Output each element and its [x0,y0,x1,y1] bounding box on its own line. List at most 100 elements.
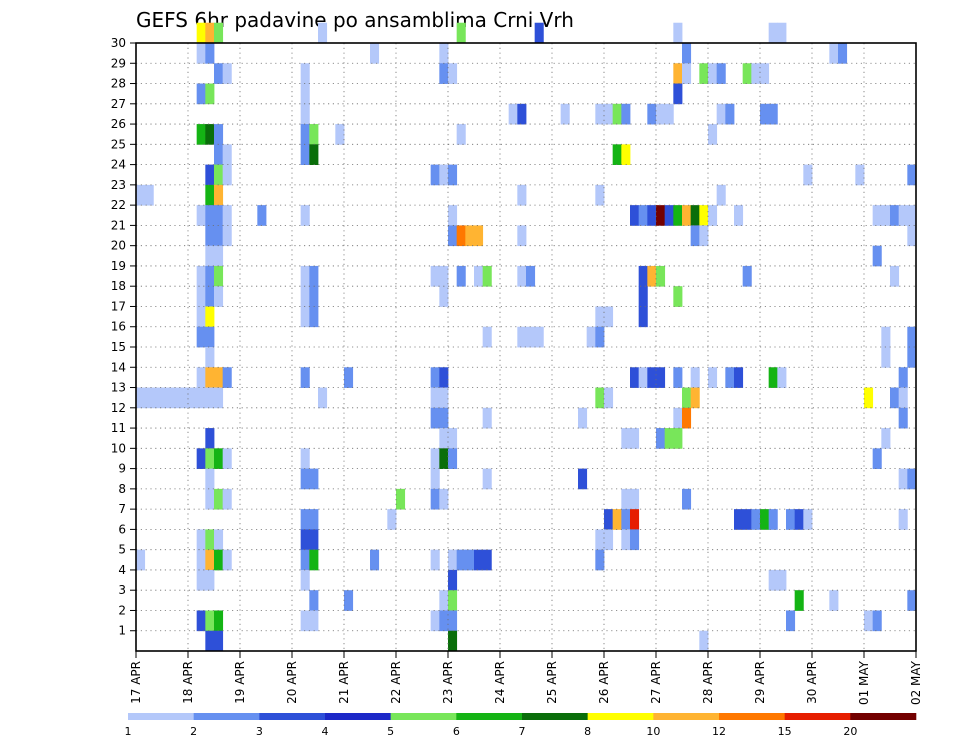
heatmap-cell [335,124,345,145]
heatmap-cell [794,509,804,530]
heatmap-cell [734,509,744,530]
heatmap-cell [214,387,224,409]
heatmap-cell [890,387,900,409]
heatmap-cell [205,428,215,449]
heatmap-cell [855,164,865,186]
heatmap-cell [300,103,310,125]
heatmap-cell [656,265,666,287]
legend-swatch [325,713,391,720]
heatmap-cell [439,367,449,388]
heatmap-cell [508,103,518,125]
heatmap-cell [309,144,319,165]
heatmap-cell [214,164,224,186]
heatmap-cell [907,164,917,186]
heatmap-cell [430,448,440,469]
heatmap-cell [456,22,466,44]
heatmap-cell [482,265,492,287]
heatmap-cell [656,103,666,125]
heatmap-cell [673,428,683,449]
heatmap-cell [205,529,215,551]
heatmap-cell [621,509,631,530]
heatmap-cell [196,569,206,591]
heatmap-cell [205,468,215,490]
heatmap-cell [664,103,674,125]
heatmap-cell [214,610,224,632]
heatmap-cell [907,590,917,611]
heatmap-cell [214,245,224,267]
heatmap-cell [222,488,232,510]
heatmap-cell [196,124,206,145]
heatmap-cell [222,367,232,388]
heatmap-cell [300,205,310,226]
heatmap-cell [708,205,718,226]
heatmap-cell [881,347,891,368]
heatmap-cell [205,265,215,287]
heatmap-cell [751,509,761,530]
heatmap-cell [205,630,215,652]
heatmap-cell [786,610,796,632]
heatmap-cell [517,103,527,125]
heatmap-cell [534,22,544,44]
heatmap-cell [716,103,726,125]
heatmap-cell [222,448,232,469]
heatmap-cell [309,124,319,145]
heatmap-cell [205,306,215,328]
heatmap-cell [682,387,692,409]
heatmap-cell [638,205,648,226]
heatmap-cell [205,610,215,632]
heatmap-cell [907,347,917,368]
heatmap-cell [439,63,449,84]
heatmap-cell [439,164,449,186]
x-tick-label: 25 APR [545,661,559,704]
heatmap-cell [742,265,752,287]
heatmap-cell [448,205,458,226]
heatmap-cell [604,529,614,551]
legend-label: 7 [519,725,526,738]
legend-label: 6 [453,725,460,738]
heatmap-cell [196,448,206,469]
heatmap-cell [222,205,232,226]
y-axis: 1234567891011121314151617181920212223242… [111,36,136,638]
legend-swatch [587,713,654,720]
heatmap-cell [777,22,787,44]
heatmap-cell [647,205,657,226]
heatmap-cell [300,265,310,287]
heatmap-cell [864,387,874,409]
heatmap-cell [300,569,310,591]
heatmap-cell [430,549,440,571]
y-tick-label: 29 [111,56,126,70]
y-tick-label: 10 [111,441,126,455]
legend-swatch [456,713,523,720]
heatmap-cell [673,286,683,307]
heatmap-cell [673,63,683,84]
heatmap-cell [309,529,319,551]
heatmap-cell [205,124,215,145]
heatmap-cell [430,407,440,429]
heatmap-cell [595,184,605,206]
y-tick-label: 15 [111,340,126,354]
x-tick-label: 23 APR [441,661,455,704]
heatmap-cell [829,43,839,64]
heatmap-cell [439,428,449,449]
heatmap-cell [309,549,319,571]
heatmap-cell [196,326,206,348]
heatmap-cell [517,184,527,206]
heatmap-cell [257,205,267,226]
heatmap-cell [456,225,466,247]
heatmap-cell [300,124,310,145]
heatmap-cell [604,103,614,125]
heatmap-cell [517,225,527,247]
y-tick-label: 4 [118,563,126,577]
heatmap-cell [881,326,891,348]
heatmap-cell [144,387,154,409]
heatmap-cell [768,509,778,530]
heatmap-cell [638,306,648,328]
heatmap-cell [742,63,752,84]
y-tick-label: 7 [118,502,126,516]
heatmap-cell [803,164,813,186]
heatmap-cell [638,367,648,388]
heatmap-cell [448,549,458,571]
heatmap-cell [300,468,310,490]
heatmap-cell [448,164,458,186]
heatmap-cell [430,164,440,186]
